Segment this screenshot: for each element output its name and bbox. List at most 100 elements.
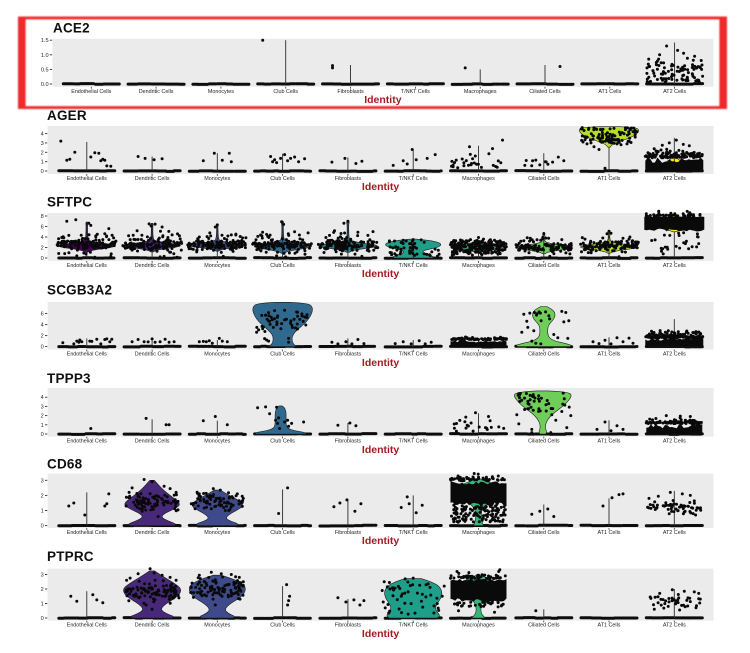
svg-text:Macrophages: Macrophages [462,263,495,269]
svg-text:AT2 Cells: AT2 Cells [663,176,686,182]
svg-text:Macrophages: Macrophages [462,176,495,182]
svg-text:Dendritic Cells: Dendritic Cells [135,530,170,536]
svg-text:Identity: Identity [364,94,401,106]
svg-text:Monocytes: Monocytes [208,89,234,95]
svg-text:3: 3 [41,404,44,410]
svg-text:Club Cells: Club Cells [270,176,295,182]
svg-text:Dendritic Cells: Dendritic Cells [135,439,170,445]
svg-text:T/NKT Cells: T/NKT Cells [399,176,428,182]
svg-text:T/NKT Cells: T/NKT Cells [399,530,428,536]
svg-text:AT1 Cells: AT1 Cells [598,530,621,536]
svg-text:Identity: Identity [362,628,399,640]
svg-text:AT2 Cells: AT2 Cells [663,352,686,358]
svg-text:Fibroblasts: Fibroblasts [335,439,362,445]
svg-text:1: 1 [41,602,44,608]
svg-text:Fibroblasts: Fibroblasts [337,89,364,95]
svg-text:AT1 Cells: AT1 Cells [598,263,621,269]
svg-text:4: 4 [41,132,44,138]
svg-text:T/NKT Cells: T/NKT Cells [399,439,428,445]
svg-text:1: 1 [41,509,44,515]
svg-text:Ciliated Cells: Ciliated Cells [528,352,560,358]
svg-text:Monocytes: Monocytes [204,352,230,358]
svg-text:Macrophages: Macrophages [462,530,495,536]
svg-text:AT2 Cells: AT2 Cells [663,89,686,95]
svg-text:Monocytes: Monocytes [204,623,230,629]
svg-text:Club Cells: Club Cells [270,530,295,536]
svg-text:SCGB3A2: SCGB3A2 [47,283,112,298]
svg-text:Fibroblasts: Fibroblasts [335,176,362,182]
svg-text:T/NKT Cells: T/NKT Cells [399,352,428,358]
svg-text:2: 2 [41,150,44,156]
svg-text:2: 2 [41,587,44,593]
svg-text:Endothelial Cells: Endothelial Cells [67,530,107,536]
svg-text:Club Cells: Club Cells [270,263,295,269]
svg-text:4: 4 [41,235,44,241]
svg-text:Dendritic Cells: Dendritic Cells [139,89,174,95]
svg-text:Macrophages: Macrophages [462,623,495,629]
svg-text:Monocytes: Monocytes [204,439,230,445]
svg-text:4: 4 [41,323,44,329]
svg-text:Ciliated Cells: Ciliated Cells [529,89,561,95]
svg-text:Identity: Identity [362,357,399,369]
svg-text:8: 8 [41,214,44,220]
svg-text:T/NKT Cells: T/NKT Cells [399,623,428,629]
svg-text:4: 4 [41,395,44,401]
svg-text:Dendritic Cells: Dendritic Cells [135,623,170,629]
svg-text:Fibroblasts: Fibroblasts [335,623,362,629]
svg-text:1.0: 1.0 [41,53,49,59]
svg-text:2: 2 [41,414,44,420]
svg-text:AGER: AGER [47,108,87,123]
svg-text:AT1 Cells: AT1 Cells [598,352,621,358]
svg-text:AT1 Cells: AT1 Cells [598,623,621,629]
svg-text:AT2 Cells: AT2 Cells [663,263,686,269]
svg-text:0: 0 [41,345,44,351]
svg-text:Monocytes: Monocytes [204,263,230,269]
svg-text:Endothelial Cells: Endothelial Cells [67,623,107,629]
svg-text:Dendritic Cells: Dendritic Cells [135,176,170,182]
svg-text:2: 2 [41,493,44,499]
svg-text:Club Cells: Club Cells [270,439,295,445]
svg-text:Ciliated Cells: Ciliated Cells [528,623,560,629]
svg-text:Monocytes: Monocytes [204,530,230,536]
svg-text:Ciliated Cells: Ciliated Cells [528,530,560,536]
svg-text:Club Cells: Club Cells [270,352,295,358]
svg-text:AT1 Cells: AT1 Cells [598,89,621,95]
svg-text:2: 2 [41,334,44,340]
svg-text:SFTPC: SFTPC [47,195,92,210]
svg-text:6: 6 [41,312,44,318]
svg-text:Macrophages: Macrophages [464,89,497,95]
svg-text:CD68: CD68 [47,457,83,472]
svg-text:Fibroblasts: Fibroblasts [335,530,362,536]
svg-text:6: 6 [41,225,44,231]
svg-text:0: 0 [41,616,44,622]
svg-text:TPPP3: TPPP3 [47,371,91,386]
svg-text:Ciliated Cells: Ciliated Cells [528,263,560,269]
svg-text:1.5: 1.5 [41,38,49,44]
svg-text:Club Cells: Club Cells [270,623,295,629]
svg-text:Endothelial Cells: Endothelial Cells [67,439,107,445]
svg-text:Identity: Identity [362,268,399,280]
svg-text:Identity: Identity [362,444,399,456]
svg-text:AT2 Cells: AT2 Cells [663,439,686,445]
svg-text:1: 1 [41,160,44,166]
svg-text:3: 3 [41,478,44,484]
svg-text:Dendritic Cells: Dendritic Cells [135,352,170,358]
svg-text:T/NKT Cells: T/NKT Cells [399,263,428,269]
svg-text:3: 3 [41,141,44,147]
svg-text:3: 3 [41,573,44,579]
svg-text:AT1 Cells: AT1 Cells [598,176,621,182]
svg-text:T/NKT Cells: T/NKT Cells [401,89,430,95]
svg-text:0: 0 [41,524,44,530]
svg-text:Ciliated Cells: Ciliated Cells [528,176,560,182]
svg-text:Identity: Identity [362,535,399,547]
svg-text:Dendritic Cells: Dendritic Cells [135,263,170,269]
svg-text:2: 2 [41,246,44,252]
svg-text:Endothelial Cells: Endothelial Cells [71,89,111,95]
svg-text:Fibroblasts: Fibroblasts [335,352,362,358]
svg-text:Identity: Identity [362,181,399,193]
svg-text:0: 0 [41,169,44,175]
svg-text:ACE2: ACE2 [53,21,90,36]
svg-text:AT2 Cells: AT2 Cells [663,623,686,629]
svg-text:0: 0 [41,256,44,262]
svg-text:1: 1 [41,423,44,429]
